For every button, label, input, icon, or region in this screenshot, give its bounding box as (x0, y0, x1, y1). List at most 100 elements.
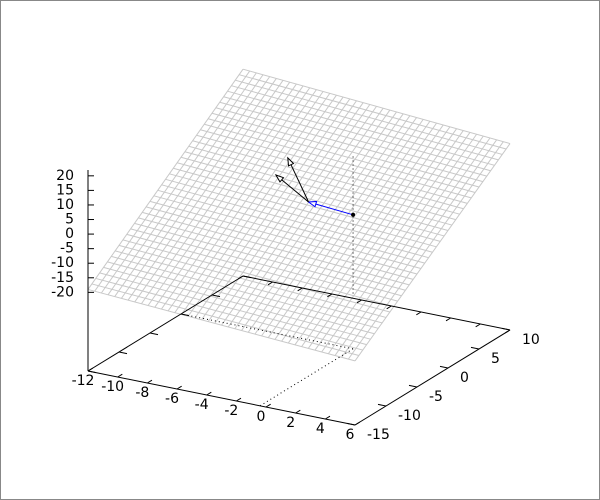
mesh-line (107, 261, 375, 335)
x-tick (117, 373, 123, 378)
y-tick (242, 275, 252, 279)
y-tick (439, 365, 449, 369)
x-tick-label: -10 (101, 379, 124, 395)
y-tick-label: -10 (398, 408, 421, 424)
z-tick-label: -15 (51, 270, 74, 286)
mesh-line (238, 74, 507, 150)
y-tick-label: -5 (429, 389, 443, 405)
x-tick (238, 275, 244, 280)
x-tick (416, 311, 422, 316)
x-tick-label: 0 (257, 409, 266, 425)
x-tick (87, 367, 93, 372)
mesh-line (223, 96, 491, 172)
y-tick (118, 351, 128, 355)
x-tick (386, 305, 392, 310)
mesh-line (235, 79, 503, 155)
x-tick-label: 6 (346, 427, 355, 443)
mesh-line (192, 140, 460, 215)
mesh-line (227, 90, 495, 166)
mesh-line (215, 107, 484, 183)
y-tick (501, 327, 511, 331)
x-tick-label: 2 (286, 415, 295, 431)
mesh-line (103, 266, 371, 340)
x-tick (147, 379, 153, 384)
x-tick (297, 287, 303, 292)
z-tick-label: 5 (65, 212, 74, 228)
mesh-line (87, 288, 356, 362)
y-tick-label: 10 (522, 332, 540, 348)
z-tick-label: -10 (51, 255, 74, 271)
mesh-line (200, 129, 468, 204)
y-tick (470, 346, 480, 350)
x-tick (325, 415, 331, 420)
mesh-line (142, 211, 410, 286)
y-tick-label: 5 (491, 351, 500, 367)
mesh-line (242, 68, 511, 145)
mesh-line (176, 162, 445, 237)
x-tick (354, 421, 360, 426)
y-tick (211, 294, 221, 298)
mesh-line (95, 277, 363, 351)
y-tick (87, 370, 97, 374)
mesh-line (161, 184, 429, 259)
x-axis (87, 370, 356, 426)
mesh-line (122, 239, 391, 313)
mesh-line (231, 85, 499, 161)
mesh-line (188, 145, 456, 221)
x-tick (265, 403, 271, 408)
surface (87, 68, 511, 362)
z-tick-label: 0 (65, 226, 74, 242)
mesh-line (165, 178, 433, 253)
x-tick (267, 281, 273, 286)
mesh-line (173, 167, 441, 242)
y-tick (408, 384, 418, 388)
x-tick (236, 397, 242, 402)
mesh-line (111, 255, 379, 329)
x-tick-label: -2 (224, 403, 238, 419)
x-tick (327, 293, 333, 298)
mesh-line (138, 217, 406, 291)
mesh-line (134, 222, 402, 297)
arrow-head (274, 174, 285, 183)
y-tick-label: 0 (460, 370, 469, 386)
mesh-line (99, 272, 367, 346)
arrow-head (307, 200, 318, 208)
y-tick (377, 403, 387, 407)
x-tick-label: 4 (316, 421, 325, 437)
y-tick (149, 332, 159, 336)
x-tick (505, 329, 511, 334)
x-tick (295, 409, 301, 414)
x-tick (356, 299, 362, 304)
z-tick-label: -20 (51, 284, 74, 300)
mesh-line (91, 283, 360, 356)
mesh-line (145, 206, 414, 280)
mesh-line (211, 112, 480, 188)
y-axis (354, 329, 511, 426)
base-edge (87, 275, 244, 372)
mesh-line (149, 200, 418, 275)
z-tick-label: -5 (60, 241, 74, 257)
x-tick-label: -6 (165, 391, 179, 407)
mesh-line (196, 134, 464, 210)
x-tick-label: -12 (72, 373, 95, 389)
x-tick (445, 317, 451, 322)
point (351, 212, 356, 217)
x-tick (176, 385, 182, 390)
mesh-line (204, 123, 472, 199)
mesh-line (126, 233, 394, 308)
base-edge (242, 275, 511, 331)
z-tick-label: 15 (56, 182, 74, 198)
arrow-head (287, 156, 295, 167)
mesh-line (153, 195, 422, 270)
arrow-shaft (287, 157, 310, 203)
z-tick-label: 10 (56, 197, 74, 213)
x-tick-label: -4 (195, 397, 209, 413)
mesh-line (114, 250, 383, 324)
mesh-line (157, 189, 425, 264)
mesh-line (184, 151, 453, 226)
x-tick (206, 391, 212, 396)
mesh-line (169, 173, 437, 248)
mesh-line (207, 118, 476, 193)
